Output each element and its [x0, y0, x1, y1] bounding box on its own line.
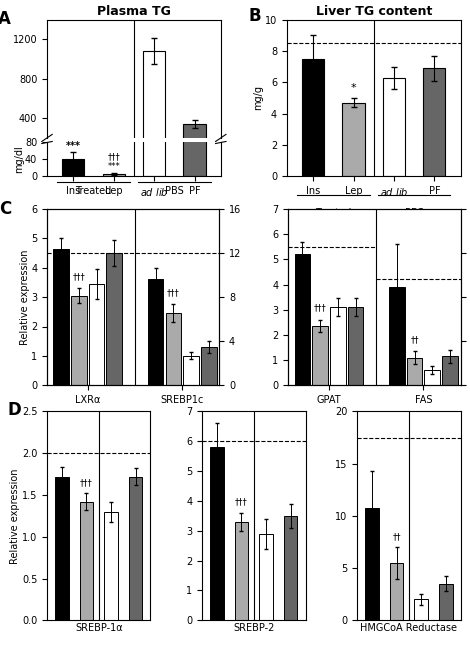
Bar [71, 296, 86, 385]
Bar [424, 370, 440, 385]
Bar [313, 326, 328, 385]
Text: †††: ††† [167, 289, 180, 297]
Text: PBS: PBS [405, 208, 423, 217]
Bar [407, 358, 423, 385]
Text: ***: *** [66, 141, 81, 151]
Bar [259, 534, 273, 620]
Text: A: A [0, 10, 11, 28]
Text: †††: ††† [235, 498, 248, 507]
X-axis label: SREBP-2: SREBP-2 [233, 623, 274, 633]
Bar [302, 59, 324, 176]
Bar [148, 279, 164, 385]
Y-axis label: mg/g: mg/g [253, 86, 264, 110]
Bar [383, 78, 405, 176]
Text: C: C [0, 200, 11, 218]
Bar [342, 103, 365, 176]
Bar [143, 0, 165, 176]
Bar [104, 512, 118, 620]
Bar [284, 516, 298, 620]
Text: ††: †† [410, 335, 419, 344]
Bar [389, 287, 405, 385]
Bar [102, 174, 125, 176]
Bar [62, 159, 85, 176]
Y-axis label: Relative expression: Relative expression [10, 468, 20, 564]
Bar [365, 507, 379, 620]
Bar [330, 307, 345, 385]
Bar [62, 153, 85, 157]
Text: †††: ††† [80, 478, 93, 487]
Bar [55, 477, 69, 620]
Text: ††: †† [392, 532, 401, 541]
Title: Liver TG content: Liver TG content [315, 5, 432, 18]
X-axis label: HMGCoA Reductase: HMGCoA Reductase [360, 623, 457, 633]
X-axis label: SREBP-1α: SREBP-1α [75, 623, 123, 633]
Bar [165, 313, 181, 385]
Bar [439, 584, 453, 620]
Text: †††: ††† [72, 272, 85, 281]
Bar [79, 502, 93, 620]
Text: PBS: PBS [165, 185, 184, 196]
Text: Treated: Treated [75, 185, 111, 196]
Bar [210, 447, 224, 620]
Bar [143, 51, 165, 157]
Bar [129, 477, 142, 620]
Bar [390, 563, 403, 620]
Text: †††: ††† [314, 304, 327, 313]
Title: Plasma TG: Plasma TG [97, 5, 171, 18]
Text: D: D [8, 401, 22, 419]
Text: B: B [249, 7, 261, 25]
Bar [415, 599, 428, 620]
Text: *: * [351, 83, 356, 93]
Bar [183, 124, 206, 157]
Bar [183, 356, 199, 385]
Y-axis label: mg/dl: mg/dl [14, 146, 24, 173]
Text: Treated: Treated [315, 208, 352, 217]
Bar [54, 249, 69, 385]
Bar [442, 357, 458, 385]
Bar [107, 253, 122, 385]
Y-axis label: Relative expression: Relative expression [20, 249, 30, 345]
Bar [235, 522, 248, 620]
Bar [423, 68, 446, 176]
Bar [295, 254, 310, 385]
Text: †††
***: ††† *** [107, 153, 120, 171]
Bar [183, 33, 206, 176]
Bar [201, 347, 217, 385]
Bar [348, 307, 363, 385]
Bar [89, 284, 104, 385]
